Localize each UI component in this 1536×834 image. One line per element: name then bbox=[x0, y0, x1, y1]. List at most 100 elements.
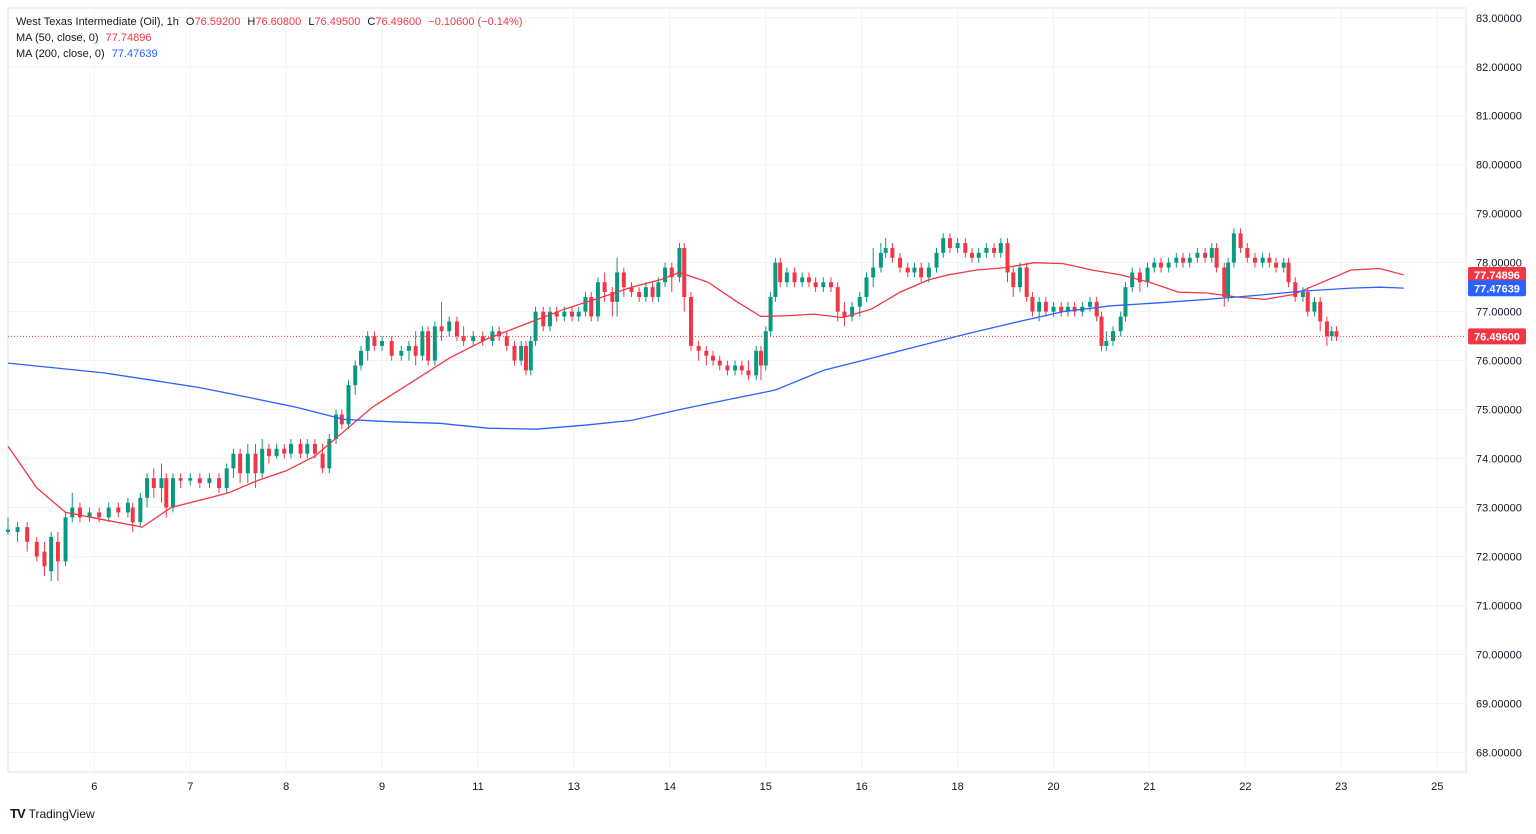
brand-name: TradingView bbox=[28, 806, 95, 821]
y-tick-label: 72.00000 bbox=[1476, 552, 1522, 564]
candle-up bbox=[15, 527, 20, 533]
candle-up bbox=[274, 448, 279, 457]
candle-down bbox=[1252, 257, 1257, 263]
candle-down bbox=[1158, 262, 1163, 268]
last-price-tag[interactable] bbox=[1468, 328, 1526, 345]
ma50-price-tag[interactable] bbox=[1468, 266, 1526, 283]
ma200-label: MA (200, close, 0) bbox=[16, 48, 105, 60]
candle-up bbox=[912, 267, 917, 273]
candle-up bbox=[864, 277, 869, 297]
candle-down bbox=[919, 267, 924, 278]
candle-down bbox=[389, 341, 394, 356]
x-tick-label: 23 bbox=[1335, 781, 1347, 793]
candle-down bbox=[25, 527, 30, 542]
candle-up bbox=[125, 502, 130, 513]
candle-up bbox=[1329, 331, 1334, 337]
candle-up bbox=[663, 267, 668, 283]
candle-up bbox=[784, 272, 789, 283]
candle-down bbox=[629, 287, 634, 293]
candle-up bbox=[615, 272, 620, 302]
candle-down bbox=[197, 478, 202, 484]
candle-up bbox=[406, 345, 411, 351]
high-value: 76.60800 bbox=[255, 16, 302, 28]
candle-down bbox=[1324, 321, 1329, 337]
close-label: C bbox=[367, 16, 376, 28]
candle-up bbox=[399, 350, 404, 356]
candle-down bbox=[1305, 292, 1310, 312]
candle-down bbox=[554, 311, 559, 317]
candle-up bbox=[1195, 252, 1200, 258]
candle-up bbox=[857, 296, 862, 307]
candle-down bbox=[238, 453, 243, 474]
candle-down bbox=[1005, 243, 1010, 273]
candle-down bbox=[164, 478, 169, 508]
candle-up bbox=[955, 243, 960, 248]
ma200-price-label: 77.47639 bbox=[1474, 283, 1520, 295]
candle-down bbox=[963, 243, 968, 253]
ma200-row[interactable]: MA (200, close, 0) 77.47639 bbox=[16, 46, 522, 62]
ma50-label: MA (50, close, 0) bbox=[16, 32, 99, 44]
candle-up bbox=[926, 267, 931, 278]
candle-up bbox=[547, 311, 552, 327]
candle-up bbox=[1118, 316, 1123, 332]
candle-down bbox=[602, 282, 607, 293]
candle-up bbox=[984, 247, 989, 253]
candle-down bbox=[1059, 306, 1064, 312]
candle-up bbox=[595, 282, 600, 317]
candle-up bbox=[447, 321, 452, 332]
candle-down bbox=[461, 336, 466, 342]
chart-legend: West Texas Intermediate (Oil), 1h O76.59… bbox=[16, 14, 522, 62]
candle-down bbox=[217, 478, 222, 488]
candle-down bbox=[541, 311, 546, 327]
open-value: 76.59200 bbox=[194, 16, 241, 28]
candle-up bbox=[1017, 267, 1022, 288]
candle-down bbox=[621, 272, 626, 288]
candle-down bbox=[758, 350, 763, 366]
candle-up bbox=[346, 385, 351, 425]
x-tick-label: 13 bbox=[568, 781, 580, 793]
candle-down bbox=[898, 257, 903, 268]
candle-up bbox=[1260, 257, 1265, 263]
candle-down bbox=[1286, 262, 1291, 283]
candle-up bbox=[207, 478, 212, 484]
candle-down bbox=[829, 282, 834, 288]
ma200-price-tag[interactable] bbox=[1468, 280, 1526, 297]
y-tick-label: 71.00000 bbox=[1476, 600, 1522, 612]
candle-up bbox=[576, 311, 581, 317]
ma50-row[interactable]: MA (50, close, 0) 77.74896 bbox=[16, 30, 522, 46]
candle-up bbox=[850, 306, 855, 317]
candle-up bbox=[188, 478, 193, 481]
candle-down bbox=[1274, 262, 1279, 268]
candle-up bbox=[288, 443, 293, 454]
candle-down bbox=[711, 355, 716, 361]
candle-up bbox=[773, 262, 778, 297]
candle-down bbox=[454, 321, 459, 337]
y-tick-label: 79.00000 bbox=[1476, 209, 1522, 221]
x-tick-label: 21 bbox=[1143, 781, 1155, 793]
candle-down bbox=[688, 296, 693, 346]
candle-up bbox=[1281, 262, 1286, 268]
candle-up bbox=[420, 331, 425, 356]
last-price-label: 76.49600 bbox=[1474, 331, 1520, 343]
tradingview-brand[interactable]: TV TradingView bbox=[10, 806, 95, 821]
candle-up bbox=[1130, 272, 1135, 288]
candle-up bbox=[327, 438, 332, 469]
ohlc-row: West Texas Intermediate (Oil), 1h O76.59… bbox=[16, 14, 522, 30]
symbol-title[interactable]: West Texas Intermediate (Oil), 1h bbox=[16, 16, 179, 28]
candle-up bbox=[224, 468, 229, 488]
y-tick-label: 81.00000 bbox=[1476, 111, 1522, 123]
candle-down bbox=[504, 336, 509, 346]
candle-up bbox=[643, 287, 648, 297]
candle-up bbox=[941, 238, 946, 253]
candle-down bbox=[55, 541, 60, 562]
y-tick-label: 78.00000 bbox=[1476, 258, 1522, 270]
candle-down bbox=[813, 282, 818, 288]
candle-up bbox=[883, 247, 888, 253]
candle-down bbox=[1011, 272, 1016, 288]
candle-up bbox=[1065, 306, 1070, 312]
candle-up bbox=[1312, 301, 1317, 312]
candle-down bbox=[1030, 296, 1035, 312]
